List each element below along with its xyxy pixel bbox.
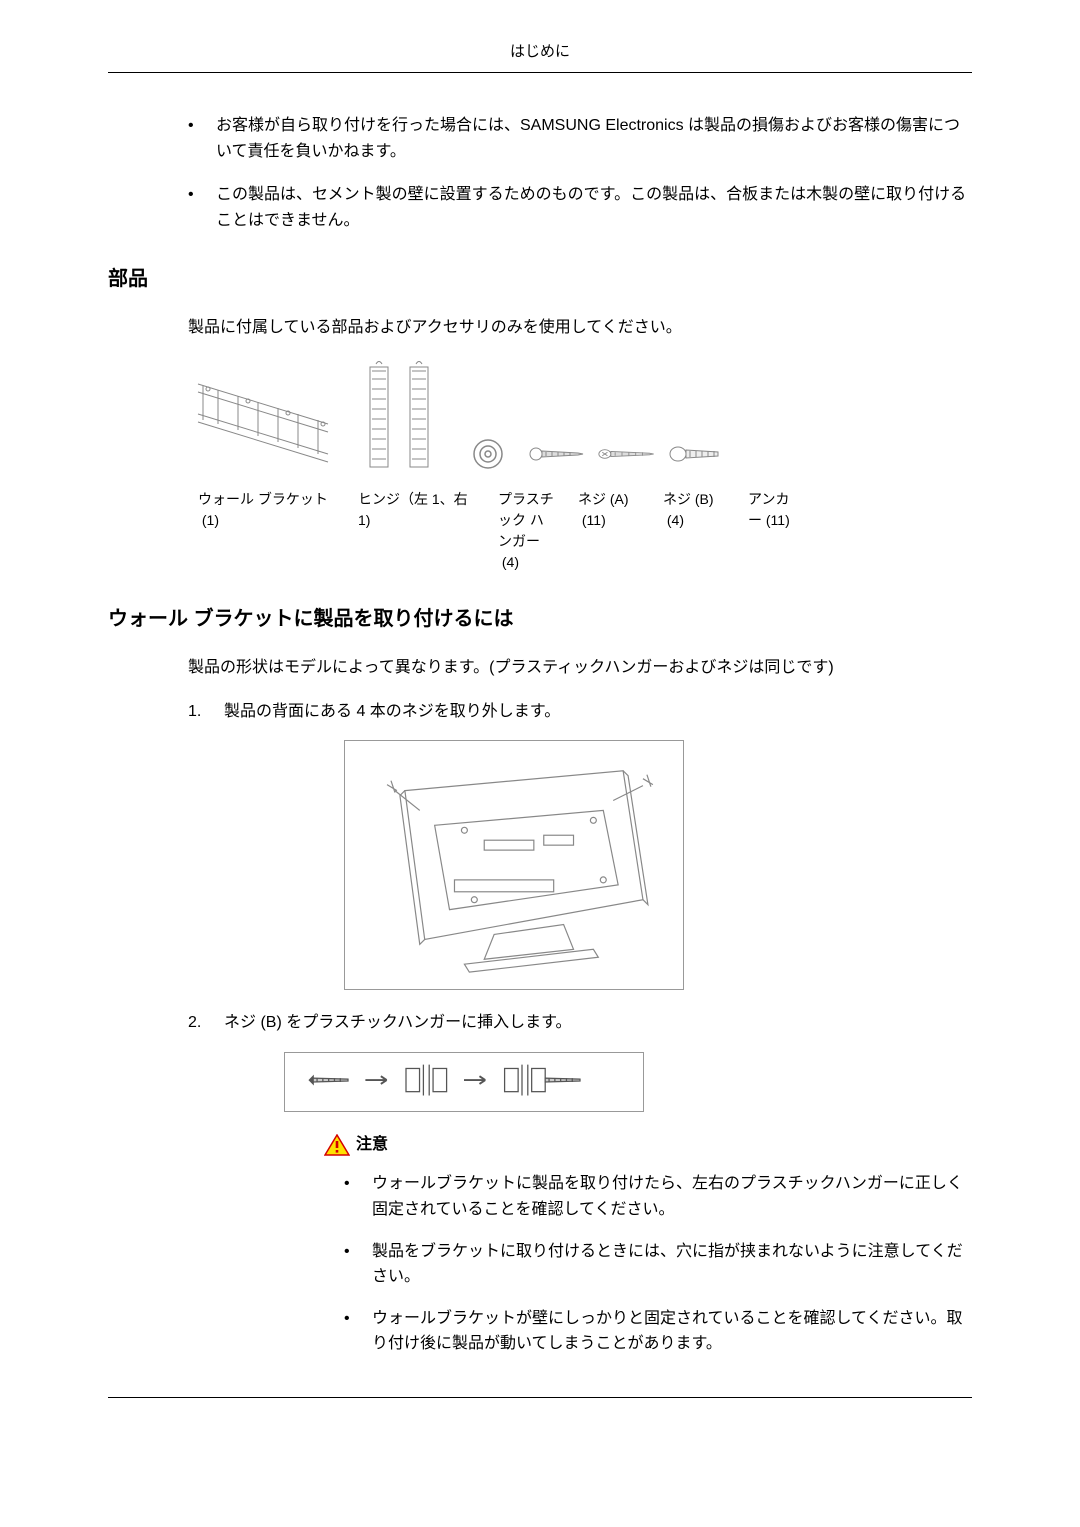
mount-heading: ウォール ブラケットに製品を取り付けるには bbox=[108, 603, 972, 635]
hinge-label: ヒンジ（左 1、右 1) bbox=[358, 489, 498, 573]
page-header: はじめに bbox=[108, 40, 972, 73]
parts-heading: 部品 bbox=[108, 263, 972, 295]
screw-a-icon bbox=[528, 429, 588, 479]
step-2-text: ネジ (B) をプラスチックハンガーに挿入します。 bbox=[224, 1014, 572, 1031]
screw-b-label: ネジ (B) (4) bbox=[663, 489, 748, 573]
hinge-icon bbox=[358, 359, 448, 479]
parts-labels-row: ウォール ブラケット (1) ヒンジ（左 1、右 1) プラスチ ック ハ ンガ… bbox=[198, 489, 972, 573]
caution-label: 注意 bbox=[356, 1132, 388, 1158]
hanger-label: プラスチ ック ハ ンガー (4) bbox=[498, 489, 578, 573]
parts-images-row bbox=[188, 359, 972, 479]
caution-header: 注意 bbox=[324, 1132, 972, 1158]
step-2: ネジ (B) をプラスチックハンガーに挿入します。 bbox=[188, 1010, 972, 1357]
caution-item: ウォールブラケットが壁にしっかりと固定されていることを確認してください。取り付け… bbox=[344, 1306, 972, 1357]
caution-block: 注意 ウォールブラケットに製品を取り付けたら、左右のプラスチックハンガーに正しく… bbox=[324, 1132, 972, 1357]
anchor-icon bbox=[668, 429, 728, 479]
top-warnings: お客様が自ら取り付けを行った場合には、SAMSUNG Electronics は… bbox=[188, 113, 972, 233]
step-1-diagram bbox=[344, 740, 684, 990]
caution-list: ウォールブラケットに製品を取り付けたら、左右のプラスチックハンガーに正しく固定さ… bbox=[344, 1171, 972, 1357]
steps-list: 製品の背面にある 4 本のネジを取り外します。 bbox=[188, 699, 972, 1357]
step-1: 製品の背面にある 4 本のネジを取り外します。 bbox=[188, 699, 972, 991]
caution-icon bbox=[324, 1134, 350, 1156]
caution-item: 製品をブラケットに取り付けるときには、穴に指が挟まれないように注意してください。 bbox=[344, 1239, 972, 1290]
caution-item: ウォールブラケットに製品を取り付けたら、左右のプラスチックハンガーに正しく固定さ… bbox=[344, 1171, 972, 1222]
step-2-diagram bbox=[284, 1052, 644, 1112]
parts-intro: 製品に付属している部品およびアクセサリのみを使用してください。 bbox=[188, 315, 972, 341]
footer-rule bbox=[108, 1397, 972, 1398]
plastic-hanger-icon bbox=[458, 429, 518, 479]
wall-bracket-icon bbox=[188, 359, 348, 479]
warning-item: お客様が自ら取り付けを行った場合には、SAMSUNG Electronics は… bbox=[188, 113, 972, 164]
step-1-text: 製品の背面にある 4 本のネジを取り外します。 bbox=[224, 703, 560, 720]
screw-b-icon bbox=[598, 429, 658, 479]
mount-intro: 製品の形状はモデルによって異なります。(プラスティックハンガーおよびネジは同じで… bbox=[188, 655, 972, 681]
warning-item: この製品は、セメント製の壁に設置するためのものです。この製品は、合板または木製の… bbox=[188, 182, 972, 233]
bracket-label: ウォール ブラケット (1) bbox=[198, 489, 358, 573]
anchor-label: アンカ ー (11) bbox=[748, 489, 828, 573]
screw-a-label: ネジ (A) (11) bbox=[578, 489, 663, 573]
